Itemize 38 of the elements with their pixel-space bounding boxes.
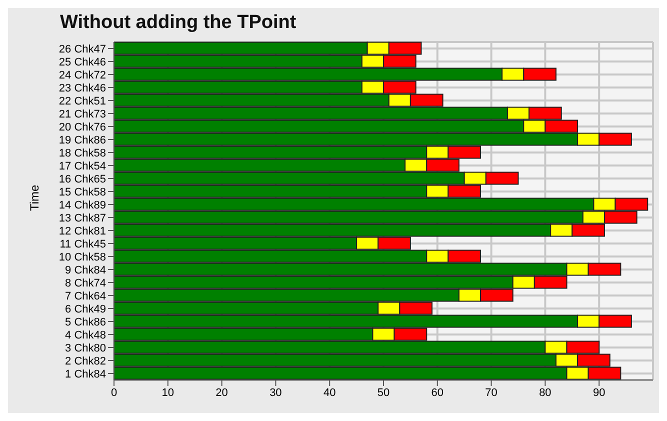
y-tick-label: 17 Chk54	[58, 160, 106, 172]
y-tick-label: 8 Chk74	[65, 277, 106, 290]
y-tick-label: 18 Chk58	[58, 147, 106, 160]
y-tick-label: 16 Chk65	[58, 173, 106, 186]
x-tick-label: 60	[431, 386, 444, 399]
y-tick-label: 2 Chk82	[65, 355, 106, 368]
y-tick-label: 3 Chk80	[65, 342, 106, 354]
y-axis-title: Time	[27, 184, 42, 211]
y-tick-label: 7 Chk64	[65, 290, 106, 302]
y-tick-label: 25 Chk46	[58, 56, 106, 68]
y-tick-label: 19 Chk86	[58, 134, 106, 146]
y-tick-label: 11 Chk45	[60, 238, 106, 250]
x-tick-label: 10	[162, 386, 174, 399]
x-tick-label: 40	[323, 386, 336, 399]
y-tick-label: 24 Chk72	[58, 69, 106, 82]
y-tick-label: 10 Chk58	[58, 251, 106, 264]
x-tick-label: 0	[110, 386, 118, 399]
y-tick-label: 21 Chk73	[58, 108, 106, 120]
y-tick-label: 1 Chk84	[65, 368, 106, 380]
y-tick-label: 23 Chk46	[58, 82, 106, 94]
x-tick-label: 50	[377, 386, 390, 399]
y-tick-label: 14 Chk89	[58, 199, 106, 212]
y-tick-label: 12 Chk81	[58, 225, 106, 238]
y-tick-label: 22 Chk51	[58, 95, 106, 108]
x-tick-label: 20	[216, 386, 228, 399]
y-tick-label: 9 Chk84	[65, 264, 106, 276]
x-tick-label: 80	[539, 386, 552, 399]
chart-title: Without adding the TPoint	[60, 12, 296, 34]
y-tick-label: 5 Chk86	[65, 316, 106, 328]
y-tick-label: 13 Chk87	[58, 212, 106, 224]
x-tick-label: 30	[270, 386, 282, 399]
y-tick-label: 20 Chk76	[58, 121, 106, 134]
y-tick-label: 4 Chk48	[65, 329, 106, 342]
x-tick-label: 70	[485, 386, 498, 399]
y-tick-label: 15 Chk58	[58, 186, 106, 198]
x-tick-label: 90	[592, 386, 606, 399]
y-tick-label: 26 Chk47	[58, 43, 106, 56]
y-tick-label: 6 Chk49	[65, 303, 106, 316]
